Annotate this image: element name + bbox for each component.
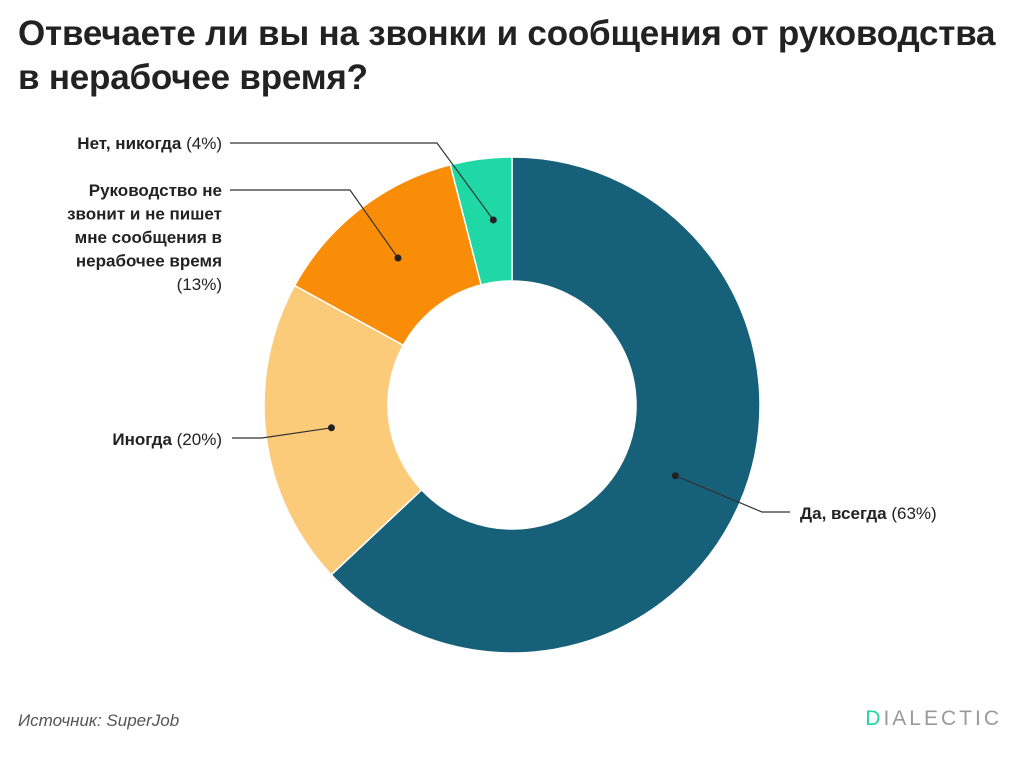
leader-line-2 [230,189,399,259]
leader-line-1 [232,427,332,439]
leader-dot-3 [489,216,497,224]
slice-2 [293,163,483,347]
brand-logo-text: IALECTIC [883,707,1002,730]
slice-label-1: Иногда (20%) [112,430,222,449]
slice-labels: Да, всегда (63%) Иногда (20%) Руководство … [67,134,937,523]
label-leaders [230,142,790,513]
slice-1 [263,284,423,576]
leader-dot-0 [671,472,679,480]
leader-dot-1 [327,424,335,432]
brand-logo: DIALECTIC [865,707,1002,731]
leader-line-3 [230,142,494,221]
slice-label-2: Руководство не звонит и не пишет мне сообщ… [67,181,222,294]
slice-label-0: Да, всегда (63%) [800,504,937,523]
slice-3 [449,156,513,286]
source-note: Источник: SuperJob [18,711,180,730]
brand-logo-accent: D [865,707,884,730]
leader-dot-2 [394,254,402,262]
chart-title: Отвечаете ли вы на звонки и сообщения от… [18,14,996,97]
slice-label-3: Нет, никогда (4%) [77,134,222,153]
donut-slices [263,156,761,654]
leader-line-0 [675,475,790,513]
slice-0 [330,156,761,654]
